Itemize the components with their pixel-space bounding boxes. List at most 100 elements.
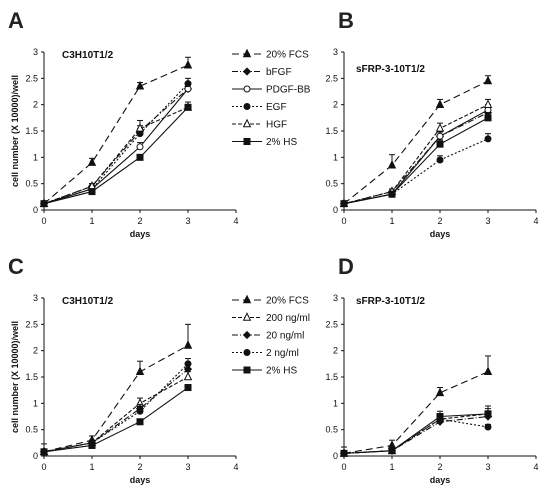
- data-point: [484, 114, 492, 122]
- series-line: [343, 104, 489, 205]
- y-tick-label: 3: [33, 293, 38, 303]
- x-tick-label: 4: [233, 462, 238, 472]
- series-3: [39, 363, 193, 456]
- x-tick-label: 0: [41, 216, 46, 226]
- y-tick-label: 0: [33, 205, 38, 215]
- series-1: [39, 56, 193, 207]
- data-point: [88, 188, 96, 196]
- y-tick-label: 1: [333, 152, 338, 162]
- x-axis-label: days: [430, 229, 451, 239]
- legend-marker: [242, 118, 252, 128]
- data-point: [136, 407, 144, 415]
- legend-item: 20% FCS: [232, 48, 309, 61]
- data-point: [340, 449, 348, 457]
- data-point: [88, 441, 96, 449]
- series-line: [43, 376, 189, 453]
- panel-letter: A: [8, 8, 24, 33]
- series-line: [43, 368, 189, 453]
- data-point: [436, 156, 444, 164]
- legend-marker: [242, 312, 252, 321]
- y-tick-label: 1: [33, 398, 38, 408]
- x-tick-label: 2: [137, 216, 142, 226]
- data-point: [135, 123, 145, 132]
- legend-item: 20 ng/ml: [232, 331, 304, 342]
- series-6: [340, 112, 492, 208]
- series-line: [343, 80, 489, 205]
- data-point: [184, 360, 192, 368]
- legend-item: EGF: [232, 102, 287, 113]
- x-tick-label: 2: [137, 462, 142, 472]
- series-2: [339, 106, 493, 208]
- data-point: [183, 371, 193, 381]
- legend-item: 2 ng/ml: [232, 348, 299, 359]
- series-1: [339, 75, 493, 207]
- legend-marker: [242, 48, 252, 58]
- legend-label: 20% FCS: [266, 296, 309, 307]
- series-line: [343, 413, 489, 454]
- data-point: [184, 80, 192, 88]
- legend-label: bFGF: [266, 67, 292, 78]
- y-tick-label: 2: [33, 100, 38, 110]
- x-axis-label: days: [130, 229, 151, 239]
- y-tick-label: 1.5: [25, 372, 38, 382]
- y-tick-label: 2: [333, 100, 338, 110]
- y-axis-label: cell number (X 10000)/well: [10, 75, 20, 187]
- panel-letter: B: [338, 8, 354, 33]
- legend-label: 20 ng/ml: [266, 331, 304, 342]
- data-point: [436, 140, 444, 148]
- series-line: [343, 112, 489, 205]
- y-tick-label: 1.5: [325, 372, 338, 382]
- data-point: [136, 153, 144, 161]
- data-point: [184, 103, 192, 111]
- y-tick-label: 3: [33, 47, 38, 57]
- data-point: [435, 99, 445, 108]
- y-tick-label: 0.5: [25, 179, 38, 189]
- data-point: [183, 59, 193, 69]
- x-tick-label: 1: [89, 216, 94, 226]
- series-3: [340, 104, 492, 208]
- panel-letter: C: [8, 254, 24, 279]
- x-tick-label: 4: [533, 216, 538, 226]
- data-point: [435, 123, 445, 132]
- series-line: [43, 106, 189, 205]
- series-5: [340, 408, 492, 457]
- legend-marker: [243, 366, 251, 374]
- data-point: [483, 366, 493, 376]
- data-point: [483, 99, 493, 108]
- series-2: [39, 371, 193, 456]
- legend-item: PDGF-BB: [232, 85, 311, 96]
- y-tick-label: 1: [333, 398, 338, 408]
- series-line: [343, 138, 489, 205]
- x-tick-label: 2: [437, 462, 442, 472]
- x-tick-label: 3: [485, 462, 490, 472]
- x-tick-label: 1: [89, 462, 94, 472]
- data-point: [136, 143, 144, 151]
- panel-title: C3H10T1/2: [62, 296, 114, 307]
- legend: 20% FCS 200 ng/ml 20 ng/ml 2 ng/ml 2% HS: [232, 294, 310, 377]
- y-tick-label: 2: [33, 346, 38, 356]
- legend-label: PDGF-BB: [266, 85, 311, 96]
- data-point: [135, 80, 145, 90]
- legend-label: 2% HS: [266, 137, 297, 148]
- x-tick-label: 4: [533, 462, 538, 472]
- series-2: [339, 405, 493, 457]
- panel-c: C C3H10T1/2 0 0.5 1 1.5 2 2.5 3 0 1 2 3 4 days cell num…: [8, 254, 310, 485]
- panel-a: A C3H10T1/2 0 0.5 1 1.5 2 2.5 3 0 1 2 3 4 days cell num…: [8, 8, 311, 239]
- panel-title: sFRP-3-10T1/2: [356, 64, 425, 75]
- series-4: [340, 133, 492, 208]
- legend-item: bFGF: [232, 67, 292, 78]
- data-point: [340, 200, 348, 208]
- legend-marker: [243, 138, 251, 145]
- panel-letter: D: [338, 254, 354, 279]
- data-point: [183, 340, 193, 349]
- legend-item: HGF: [232, 118, 287, 131]
- data-point: [483, 75, 493, 85]
- legend-label: 2% HS: [266, 366, 297, 377]
- x-tick-label: 1: [389, 216, 394, 226]
- series-line: [343, 109, 489, 205]
- y-tick-label: 0: [333, 451, 338, 461]
- legend-marker: [242, 67, 252, 76]
- y-tick-label: 3: [333, 293, 338, 303]
